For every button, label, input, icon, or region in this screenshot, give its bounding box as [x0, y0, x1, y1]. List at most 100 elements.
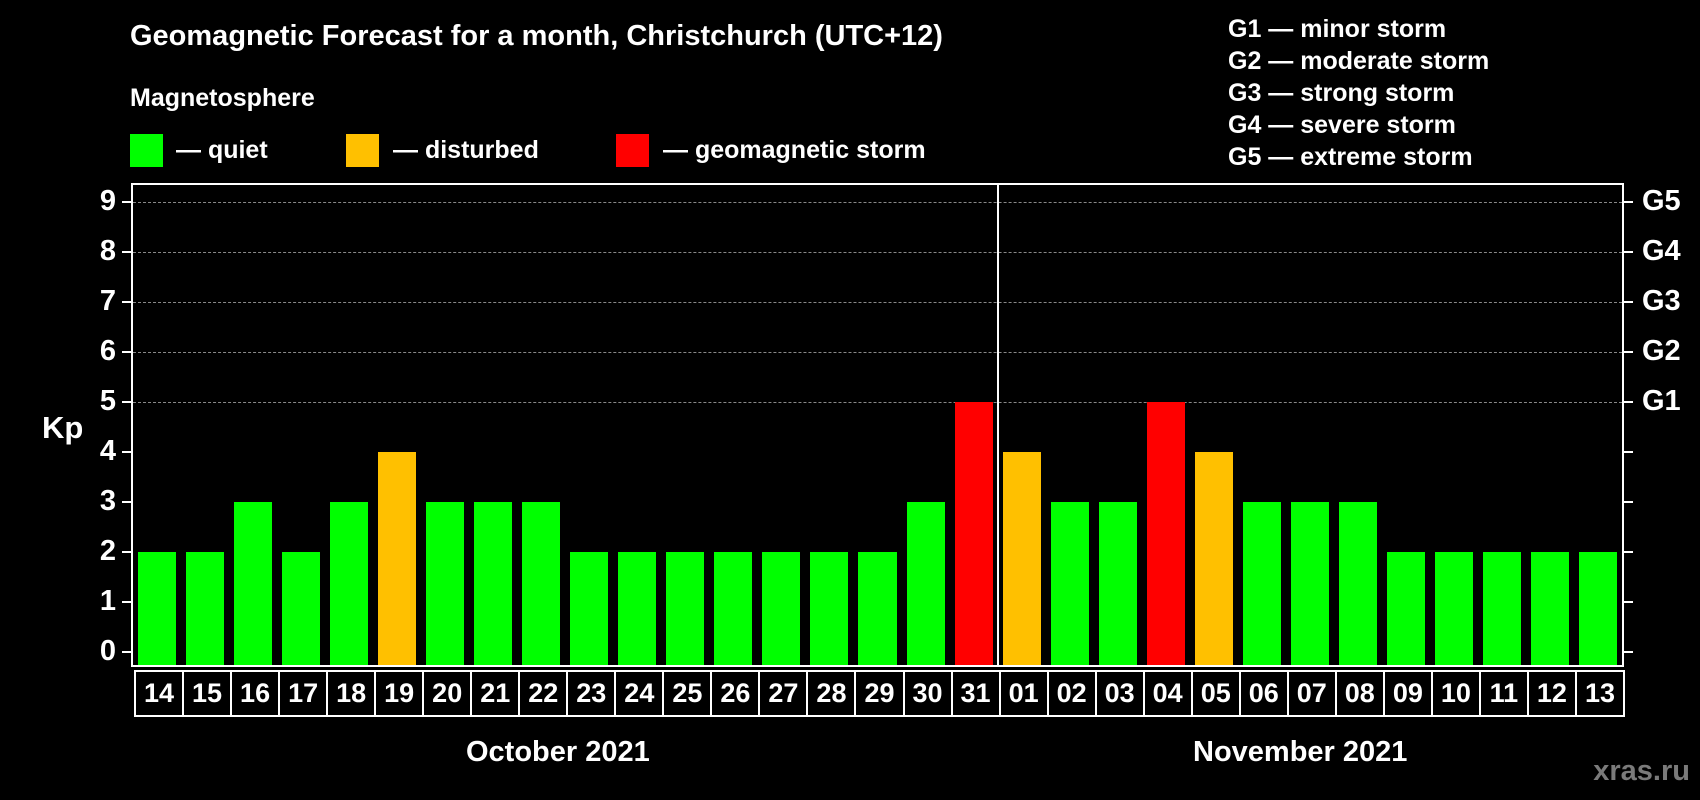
y-tick-label: 6	[99, 335, 116, 367]
y-tick-left	[122, 251, 131, 253]
y-tick-label: 1	[99, 585, 116, 617]
legend-label-disturbed: — disturbed	[393, 136, 539, 164]
y-tick-left	[122, 651, 131, 653]
bar-quiet	[810, 552, 849, 665]
y-tick-label: 4	[99, 435, 116, 467]
date-label: 12	[1526, 670, 1577, 717]
bar-storm	[1146, 402, 1185, 665]
y-tick-right	[1624, 501, 1633, 503]
bar-quiet	[1098, 502, 1137, 665]
bar-disturbed	[1194, 452, 1233, 665]
gscale-g5: G5 — extreme storm	[1228, 143, 1473, 171]
date-label: 10	[1430, 670, 1481, 717]
bar-quiet	[1050, 502, 1089, 665]
gridline	[133, 402, 1622, 403]
y-tick-left	[122, 501, 131, 503]
date-label: 05	[1190, 670, 1241, 717]
legend-swatch-storm	[616, 134, 649, 167]
date-label: 18	[326, 670, 377, 717]
date-label: 28	[806, 670, 857, 717]
gridline	[133, 202, 1622, 203]
bar-disturbed	[378, 452, 417, 665]
legend-swatch-disturbed	[346, 134, 379, 167]
gscale-g4: G4 — severe storm	[1228, 111, 1456, 139]
bar-quiet	[714, 552, 753, 665]
y-tick-left	[122, 601, 131, 603]
legend-label-storm: — geomagnetic storm	[663, 136, 926, 164]
y-tick-right	[1624, 451, 1633, 453]
month-label-october: October 2021	[466, 736, 650, 768]
g-level-label: G2	[1642, 335, 1681, 367]
month-label-november: November 2021	[1193, 736, 1408, 768]
y-tick-label: 0	[99, 635, 116, 667]
y-tick-label: 5	[99, 385, 116, 417]
y-tick-label: 2	[99, 535, 116, 567]
y-tick-left	[122, 551, 131, 553]
bar-quiet	[282, 552, 321, 665]
bar-storm	[954, 402, 993, 665]
y-tick-left	[122, 301, 131, 303]
y-tick-label: 3	[99, 485, 116, 517]
y-tick-left	[122, 351, 131, 353]
date-label: 07	[1286, 670, 1337, 717]
date-label: 23	[566, 670, 617, 717]
date-label: 04	[1142, 670, 1193, 717]
bar-quiet	[1338, 502, 1377, 665]
legend-label-quiet: — quiet	[176, 136, 268, 164]
bar-quiet	[186, 552, 225, 665]
bar-quiet	[1290, 502, 1329, 665]
month-divider	[997, 183, 999, 667]
date-label: 03	[1094, 670, 1145, 717]
bar-quiet	[906, 502, 945, 665]
date-label: 29	[854, 670, 905, 717]
date-label: 01	[998, 670, 1049, 717]
bar-quiet	[1482, 552, 1521, 665]
date-label: 19	[374, 670, 425, 717]
g-level-label: G3	[1642, 285, 1681, 317]
bar-quiet	[762, 552, 801, 665]
bar-quiet	[1386, 552, 1425, 665]
bar-quiet	[1242, 502, 1281, 665]
y-tick-right	[1624, 301, 1633, 303]
bar-disturbed	[1002, 452, 1041, 665]
date-label: 06	[1238, 670, 1289, 717]
gscale-g1: G1 — minor storm	[1228, 15, 1447, 43]
date-label: 27	[758, 670, 809, 717]
date-label: 31	[950, 670, 1001, 717]
date-label: 08	[1334, 670, 1385, 717]
gridline	[133, 352, 1622, 353]
plot-frame	[131, 183, 1624, 667]
bar-quiet	[1530, 552, 1569, 665]
legend-subtitle: Magnetosphere	[130, 84, 315, 112]
y-tick-right	[1624, 651, 1633, 653]
date-label: 22	[518, 670, 569, 717]
date-label: 20	[422, 670, 473, 717]
y-tick-label: 7	[99, 285, 116, 317]
date-label: 24	[614, 670, 665, 717]
gridline	[133, 302, 1622, 303]
g-level-label: G1	[1642, 385, 1681, 417]
y-tick-left	[122, 201, 131, 203]
chart-title: Geomagnetic Forecast for a month, Christ…	[130, 20, 943, 52]
y-tick-right	[1624, 601, 1633, 603]
bar-quiet	[1578, 552, 1617, 665]
gridline	[133, 252, 1622, 253]
bar-quiet	[858, 552, 897, 665]
date-label: 17	[278, 670, 329, 717]
bar-quiet	[474, 502, 513, 665]
bar-quiet	[522, 502, 561, 665]
bar-quiet	[570, 552, 609, 665]
bar-quiet	[1434, 552, 1473, 665]
gscale-g3: G3 — strong storm	[1228, 79, 1455, 107]
date-label: 25	[662, 670, 713, 717]
y-tick-label: 9	[99, 185, 116, 217]
date-label: 09	[1382, 670, 1433, 717]
date-label: 14	[134, 670, 185, 717]
date-label: 26	[710, 670, 761, 717]
date-label: 21	[470, 670, 521, 717]
g-level-label: G5	[1642, 185, 1681, 217]
bar-quiet	[426, 502, 465, 665]
date-label: 16	[230, 670, 281, 717]
date-label: 02	[1046, 670, 1097, 717]
bar-quiet	[138, 552, 177, 665]
